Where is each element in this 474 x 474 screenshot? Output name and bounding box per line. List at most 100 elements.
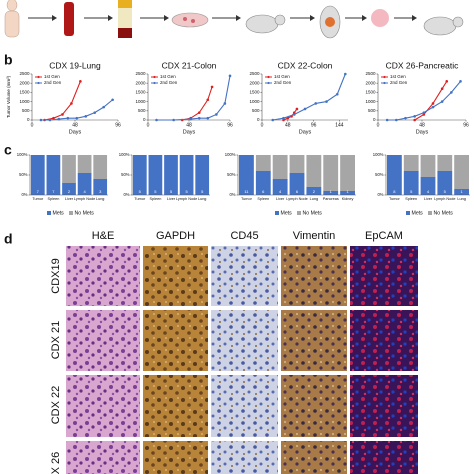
legend-label: No Mets — [75, 211, 95, 217]
bar-segment — [403, 171, 419, 195]
count-label: 11 — [244, 189, 249, 194]
y-tick-label: 500 — [22, 108, 30, 113]
y-tick-label: 0% — [377, 192, 383, 197]
point — [172, 118, 175, 122]
row-label: CDX 22 — [50, 386, 62, 425]
bar-segment — [323, 191, 339, 195]
y-tick-label: 100% — [373, 152, 384, 157]
bar-segment — [255, 171, 271, 195]
count-label: 7 — [37, 189, 40, 194]
legend-marker — [37, 75, 40, 79]
point — [111, 98, 114, 102]
panel-label: b — [4, 52, 13, 68]
point — [102, 105, 105, 109]
x-tick-label: Lung — [457, 197, 465, 201]
micrograph — [281, 441, 347, 474]
point — [84, 115, 88, 118]
micrograph — [281, 375, 347, 437]
bar-segment — [239, 155, 254, 195]
x-tick-label: 96 — [311, 122, 317, 128]
bar-segment — [420, 155, 436, 177]
x-tick-label: 48 — [186, 122, 192, 128]
point — [206, 98, 210, 102]
x-tick-label: Kidney — [342, 197, 354, 201]
point — [431, 102, 435, 105]
y-tick-label: 1500 — [249, 90, 260, 95]
y-tick-label: 0% — [229, 192, 235, 197]
x-tick-label: 0 — [31, 122, 34, 128]
x-tick-label: Spleen — [149, 197, 161, 201]
x-tick-label: 96 — [227, 122, 233, 128]
micrograph — [143, 375, 208, 437]
y-tick-label: 100% — [119, 152, 130, 157]
legend-label: 2nd Gen — [160, 80, 178, 85]
legend-label: 2nd Gen — [44, 80, 62, 85]
legend-label: 1st Gen — [44, 74, 60, 79]
micrograph — [211, 310, 278, 371]
count-label: 8 — [393, 189, 396, 194]
point — [295, 107, 299, 111]
point — [413, 115, 416, 118]
micrograph — [281, 310, 347, 371]
point — [292, 111, 296, 114]
x-tick-label: Lymph Node — [434, 197, 455, 201]
point — [61, 113, 64, 116]
point — [57, 117, 61, 121]
y-tick-label: 1500 — [19, 90, 30, 95]
x-axis-label: Days — [416, 129, 429, 135]
bar-segment — [454, 155, 469, 189]
y-tick-label: 2500 — [19, 71, 30, 76]
point — [66, 116, 70, 120]
row-label: CDX19 — [50, 258, 62, 293]
y-axis-label: Tumor Volume (mm³) — [6, 75, 11, 118]
line — [272, 73, 346, 121]
point — [210, 85, 214, 89]
x-tick-label: Lymph Node — [286, 197, 307, 201]
micrograph — [350, 375, 418, 437]
x-axis-label: Days — [299, 129, 312, 135]
y-tick-label: 100% — [225, 152, 236, 157]
count-label: 6 — [296, 189, 299, 194]
count-label: 7 — [52, 189, 55, 194]
column-header: Vimentin — [293, 230, 336, 242]
count-label: 4 — [83, 189, 86, 194]
bar-segment — [30, 155, 45, 195]
point — [314, 102, 318, 105]
legend-label: No Mets — [303, 211, 323, 217]
point — [79, 80, 82, 83]
count-label: 1 — [330, 189, 333, 194]
y-tick-label: 0% — [123, 192, 129, 197]
bar-segment — [437, 171, 453, 195]
y-tick-label: 50% — [19, 172, 28, 177]
x-tick-label: 0 — [261, 122, 264, 128]
line — [182, 86, 213, 121]
y-tick-label: 2500 — [365, 71, 376, 76]
legend-swatch — [406, 211, 410, 215]
micrograph — [66, 441, 140, 474]
x-tick-label: Liver — [65, 197, 74, 201]
micrograph — [350, 310, 418, 371]
x-tick-label: Liver — [276, 197, 285, 201]
y-tick-label: 0 — [143, 117, 146, 122]
panel-label: d — [4, 231, 13, 247]
micrograph — [143, 246, 208, 306]
panel-label: c — [4, 142, 12, 158]
chart-title: CDX 26-Pancreatic — [386, 60, 460, 70]
y-tick-label: 100% — [17, 152, 28, 157]
x-tick-label: Spleen — [257, 197, 269, 201]
point — [282, 118, 285, 122]
y-tick-label: 1000 — [19, 99, 30, 104]
bar-segment — [289, 155, 305, 173]
bar-segment — [340, 155, 355, 191]
point — [440, 87, 444, 91]
point — [39, 118, 43, 122]
bar-segment — [46, 155, 61, 195]
micrograph — [143, 310, 208, 371]
x-tick-label: Lung — [310, 197, 318, 201]
point — [335, 92, 339, 96]
point — [303, 107, 307, 111]
workflow-cartoon — [4, 0, 464, 39]
bar-segment — [437, 155, 453, 171]
count-label: 2 — [68, 189, 71, 194]
